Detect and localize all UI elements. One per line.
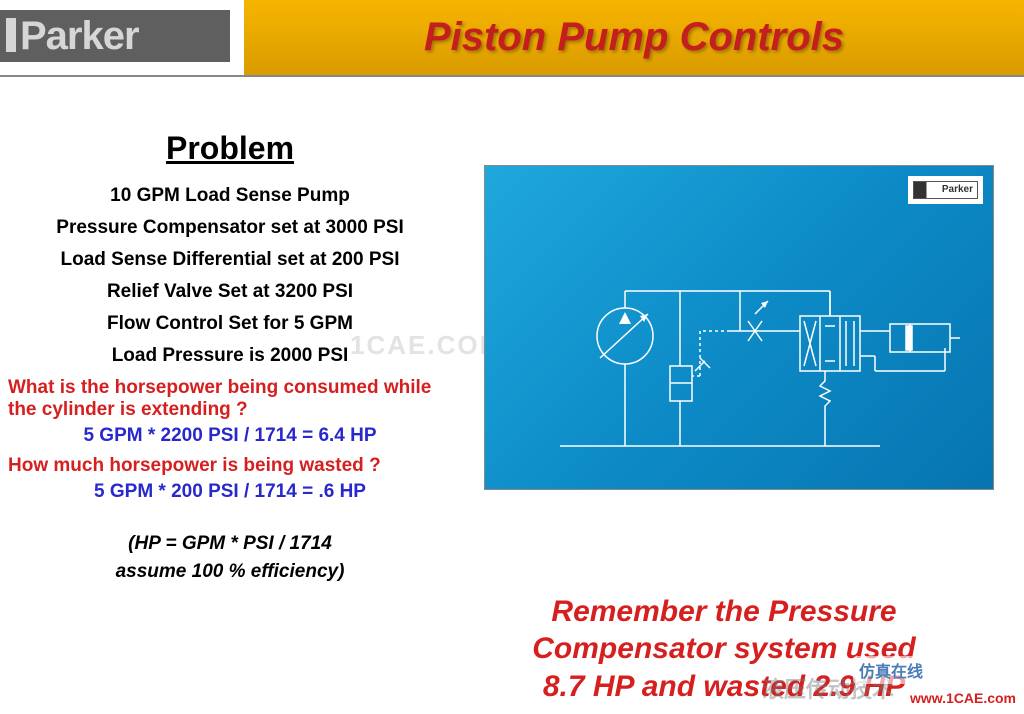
- problem-column: Problem 10 GPM Load Sense Pump Pressure …: [0, 130, 460, 583]
- answer-1: 5 GPM * 2200 PSI / 1714 = 6.4 HP: [0, 425, 460, 447]
- hydraulic-schematic-svg: [530, 276, 960, 476]
- answer-2: 5 GPM * 200 PSI / 1714 = .6 HP: [0, 481, 460, 503]
- formula-line-1: (HP = GPM * PSI / 1714: [0, 533, 460, 555]
- diagram-parker-logo: Parker: [908, 176, 983, 204]
- watermark-url: www.1CAE.com: [910, 690, 1016, 706]
- title-bar: Piston Pump Controls: [244, 0, 1024, 75]
- remember-line-1: Remember the Pressure: [551, 595, 896, 628]
- parker-logo: Parker: [0, 10, 230, 62]
- spec-line: Load Pressure is 2000 PSI: [0, 345, 460, 367]
- question-1: What is the horsepower being consumed wh…: [0, 377, 460, 421]
- formula-line-2: assume 100 % efficiency): [0, 561, 460, 583]
- spec-line: Load Sense Differential set at 200 PSI: [0, 249, 460, 271]
- spec-line: Relief Valve Set at 3200 PSI: [0, 281, 460, 303]
- watermark-badge: 仿真在线: [853, 656, 929, 684]
- problem-heading: Problem: [0, 130, 460, 167]
- diagram-logo-text: Parker: [913, 181, 978, 199]
- spec-line: Pressure Compensator set at 3000 PSI: [0, 217, 460, 239]
- spec-line: Flow Control Set for 5 GPM: [0, 313, 460, 335]
- question-2: How much horsepower is being wasted ?: [0, 455, 460, 477]
- logo-text: Parker: [20, 14, 139, 59]
- page-title: Piston Pump Controls: [424, 15, 844, 60]
- remember-callout: Remember the Pressure Compensator system…: [454, 593, 994, 706]
- hydraulic-schematic-panel: Parker: [484, 165, 994, 490]
- header-bar: Parker Piston Pump Controls: [0, 0, 1024, 75]
- header-divider: [0, 75, 1024, 77]
- spec-line: 10 GPM Load Sense Pump: [0, 185, 460, 207]
- content-area: Problem 10 GPM Load Sense Pump Pressure …: [0, 90, 1024, 710]
